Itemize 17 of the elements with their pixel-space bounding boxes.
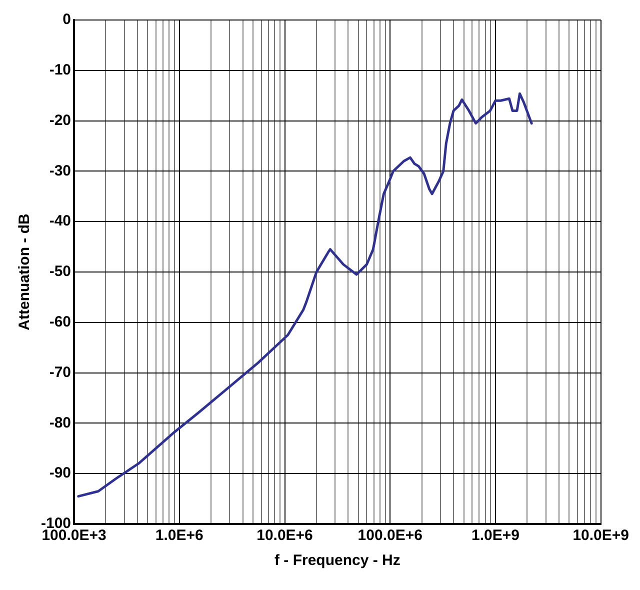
y-tick-label: -40 (49, 212, 72, 230)
x-tick-label: 10.0E+9 (572, 527, 630, 544)
x-axis-title: f - Frequency - Hz (274, 552, 400, 570)
y-tick-label: -90 (49, 464, 72, 482)
y-axis-title: Attenuation - dB (16, 214, 34, 330)
x-tick-label: 1.0E+6 (155, 527, 204, 544)
x-tick-label: 100.0E+6 (358, 527, 422, 544)
y-tick-label: -70 (49, 364, 72, 381)
y-tick-label: 0 (62, 11, 72, 28)
x-tick-label: 1.0E+9 (472, 527, 520, 544)
y-tick-label: -50 (49, 263, 72, 280)
y-tick-label: -30 (49, 162, 72, 180)
y-tick-label: -60 (49, 314, 72, 331)
y-tick-label: -20 (49, 112, 72, 129)
x-tick-label: 10.0E+6 (256, 527, 313, 544)
y-tick-label: -80 (49, 414, 72, 432)
y-tick-label: -10 (49, 62, 72, 79)
